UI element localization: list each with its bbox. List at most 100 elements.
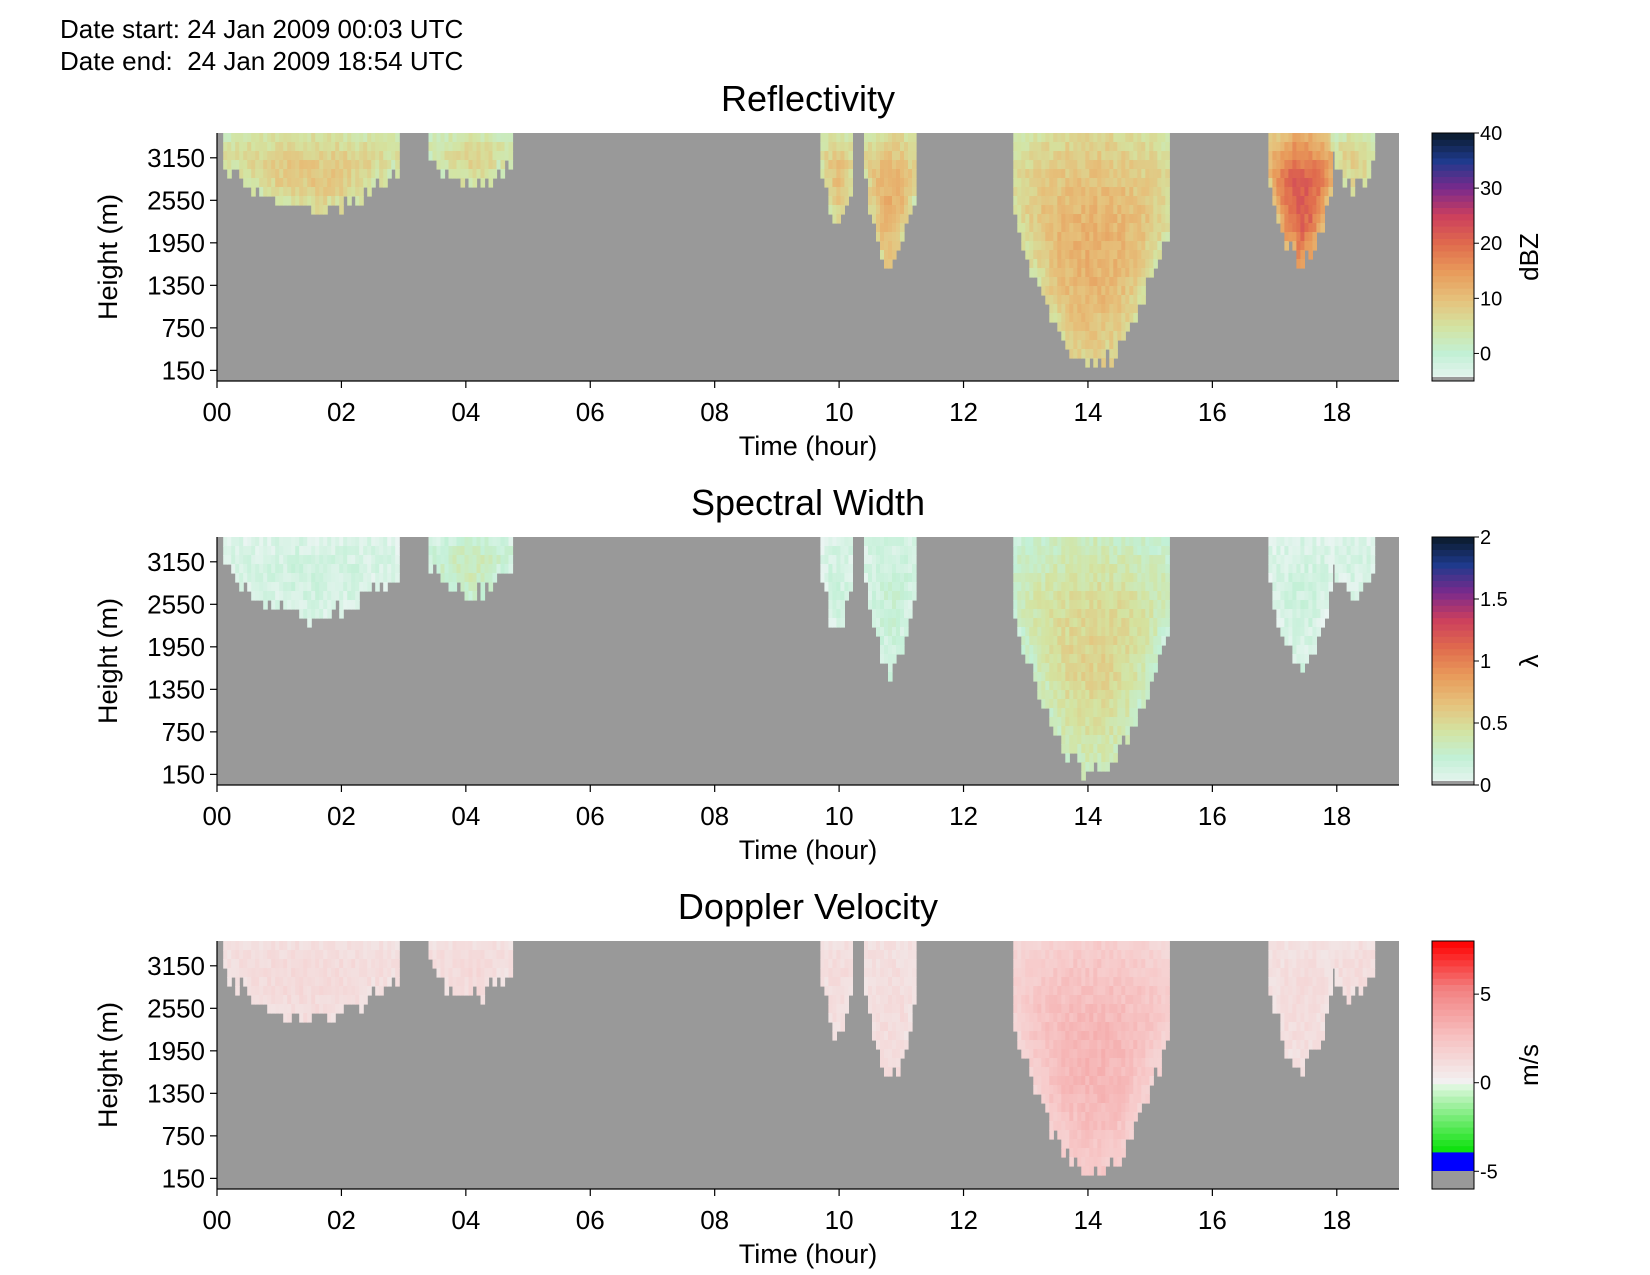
- reflectivity-echo-region: [223, 133, 400, 215]
- spectral-width-echo-region: [820, 537, 853, 628]
- spectral-width-y-tick-label: 1950: [147, 632, 205, 662]
- doppler-velocity-x-tick-label: 18: [1322, 1205, 1351, 1235]
- spectral-width-plot-area: [217, 537, 1399, 785]
- doppler-velocity-echo-region: [864, 941, 917, 1077]
- reflectivity-y-tick-label: 1350: [147, 270, 205, 300]
- doppler-velocity-colorbar-label: m/s: [1514, 1044, 1544, 1086]
- spectral-width-echo-region: [1330, 537, 1376, 601]
- spectral-width-echo-region: [1013, 537, 1170, 781]
- doppler-velocity-y-tick-label: 750: [162, 1121, 205, 1151]
- reflectivity-echo-region: [1268, 133, 1333, 269]
- reflectivity-x-tick-label: 04: [451, 397, 480, 427]
- reflectivity-y-tick-label: 750: [162, 313, 205, 343]
- spectral-width-x-tick-label: 12: [949, 801, 978, 831]
- doppler-velocity-colorbar-tick-label: 0: [1480, 1073, 1491, 1095]
- reflectivity-colorbar-tick-label: 30: [1480, 178, 1502, 200]
- doppler-velocity-y-tick-label: 150: [162, 1163, 205, 1193]
- doppler-velocity-x-tick-label: 12: [949, 1205, 978, 1235]
- reflectivity-colorbar-label: dBZ: [1514, 233, 1544, 281]
- doppler-velocity-panel: Doppler Velocity 00 02 04 06 08 10 12 14 16 18 150 7…: [93, 886, 1544, 1269]
- spectral-width-colorbar-tick-label: 0: [1480, 775, 1491, 797]
- reflectivity-y-tick-label: 1950: [147, 228, 205, 258]
- spectral-width-x-tick-label: 14: [1073, 801, 1102, 831]
- reflectivity-x-tick-label: 12: [949, 397, 978, 427]
- doppler-velocity-y-tick-label: 2550: [147, 993, 205, 1023]
- doppler-velocity-y-axis-label: Height (m): [93, 1002, 123, 1128]
- doppler-velocity-x-tick-label: 04: [451, 1205, 480, 1235]
- spectral-width-x-tick-label: 10: [825, 801, 854, 831]
- doppler-velocity-echo-region: [820, 941, 853, 1041]
- doppler-velocity-colorbar: -5 0 5 m/s: [1431, 940, 1544, 1190]
- doppler-velocity-x-tick-label: 16: [1198, 1205, 1227, 1235]
- reflectivity-y-tick-label: 3150: [147, 143, 205, 173]
- reflectivity-colorbar-tick-label: 0: [1480, 343, 1491, 365]
- doppler-velocity-x-axis-label: Time (hour): [739, 1239, 878, 1269]
- spectral-width-y-axis-label: Height (m): [93, 598, 123, 724]
- reflectivity-x-tick-label: 10: [825, 397, 854, 427]
- reflectivity-echo-region: [1013, 133, 1170, 368]
- spectral-width-x-tick-label: 00: [203, 801, 232, 831]
- reflectivity-x-tick-label: 00: [203, 397, 232, 427]
- spectral-width-colorbar-nodata: [1432, 781, 1474, 785]
- reflectivity-title: Reflectivity: [721, 78, 895, 119]
- spectral-width-x-tick-label: 04: [451, 801, 480, 831]
- reflectivity-y-axis-label: Height (m): [93, 194, 123, 320]
- doppler-velocity-colorbar-tick-label: -5: [1480, 1161, 1498, 1183]
- reflectivity-x-tick-label: 14: [1073, 397, 1102, 427]
- doppler-velocity-x-tick-label: 14: [1073, 1205, 1102, 1235]
- date-end-label: Date end: 24 Jan 2009 18:54 UTC: [60, 46, 464, 76]
- reflectivity-x-tick-label: 18: [1322, 397, 1351, 427]
- doppler-velocity-echo-region: [428, 941, 514, 1005]
- reflectivity-colorbar-tick-label: 20: [1480, 233, 1502, 255]
- doppler-velocity-colorbar-frame: [1431, 940, 1475, 1190]
- doppler-velocity-y-tick-label: 1950: [147, 1036, 205, 1066]
- doppler-velocity-x-tick-label: 00: [203, 1205, 232, 1235]
- reflectivity-x-tick-label: 08: [700, 397, 729, 427]
- spectral-width-x-tick-label: 06: [576, 801, 605, 831]
- reflectivity-colorbar-frame: [1431, 132, 1475, 382]
- doppler-velocity-title: Doppler Velocity: [678, 886, 938, 927]
- reflectivity-x-axis-label: Time (hour): [739, 431, 878, 461]
- spectral-width-echo-region: [1268, 537, 1333, 673]
- reflectivity-echo-region: [1330, 133, 1376, 197]
- spectral-width-x-tick-label: 08: [700, 801, 729, 831]
- spectral-width-y-tick-label: 1350: [147, 674, 205, 704]
- reflectivity-colorbar: 0 10 20 30 40 dBZ: [1431, 123, 1544, 382]
- spectral-width-colorbar: 0 0.5 1 1.5 2 λ: [1431, 527, 1544, 797]
- doppler-velocity-y-tick-label: 3150: [147, 951, 205, 981]
- spectral-width-echo-region: [864, 537, 917, 682]
- spectral-width-y-tick-label: 3150: [147, 547, 205, 577]
- doppler-velocity-x-tick-label: 08: [700, 1205, 729, 1235]
- spectral-width-y-tick-label: 750: [162, 717, 205, 747]
- reflectivity-panel: Reflectivity 00 02 04 06 08 10 12 14 16 18 150 750 13…: [93, 78, 1544, 461]
- reflectivity-echo-region: [864, 133, 917, 269]
- reflectivity-x-tick-label: 16: [1198, 397, 1227, 427]
- spectral-width-y-tick-label: 2550: [147, 589, 205, 619]
- spectral-width-x-tick-label: 18: [1322, 801, 1351, 831]
- spectral-width-colorbar-tick-label: 0.5: [1480, 713, 1508, 735]
- doppler-velocity-colorbar-tick-label: 5: [1480, 984, 1491, 1006]
- reflectivity-x-tick-label: 06: [576, 397, 605, 427]
- doppler-velocity-echo-region: [1330, 941, 1376, 1005]
- spectral-width-y-tick-label: 150: [162, 759, 205, 789]
- reflectivity-colorbar-nodata: [1432, 377, 1474, 381]
- reflectivity-colorbar-tick-label: 40: [1480, 123, 1502, 145]
- doppler-velocity-echo-region: [223, 941, 400, 1023]
- reflectivity-y-tick-label: 150: [162, 355, 205, 385]
- date-start-label: Date start: 24 Jan 2009 00:03 UTC: [60, 14, 464, 44]
- reflectivity-x-tick-label: 02: [327, 397, 356, 427]
- doppler-velocity-x-tick-label: 06: [576, 1205, 605, 1235]
- spectral-width-colorbar-label: λ: [1514, 655, 1544, 668]
- doppler-velocity-x-tick-label: 02: [327, 1205, 356, 1235]
- spectral-width-x-tick-label: 16: [1198, 801, 1227, 831]
- reflectivity-plot-area: [217, 133, 1399, 381]
- reflectivity-colorbar-tick-label: 10: [1480, 288, 1502, 310]
- spectral-width-colorbar-tick-label: 1.5: [1480, 589, 1508, 611]
- spectral-width-echo-region: [428, 537, 514, 601]
- spectral-width-x-tick-label: 02: [327, 801, 356, 831]
- spectral-width-colorbar-tick-label: 1: [1480, 651, 1491, 673]
- doppler-velocity-plot-area: [217, 941, 1399, 1189]
- doppler-velocity-y-tick-label: 1350: [147, 1078, 205, 1108]
- spectral-width-title: Spectral Width: [691, 482, 925, 523]
